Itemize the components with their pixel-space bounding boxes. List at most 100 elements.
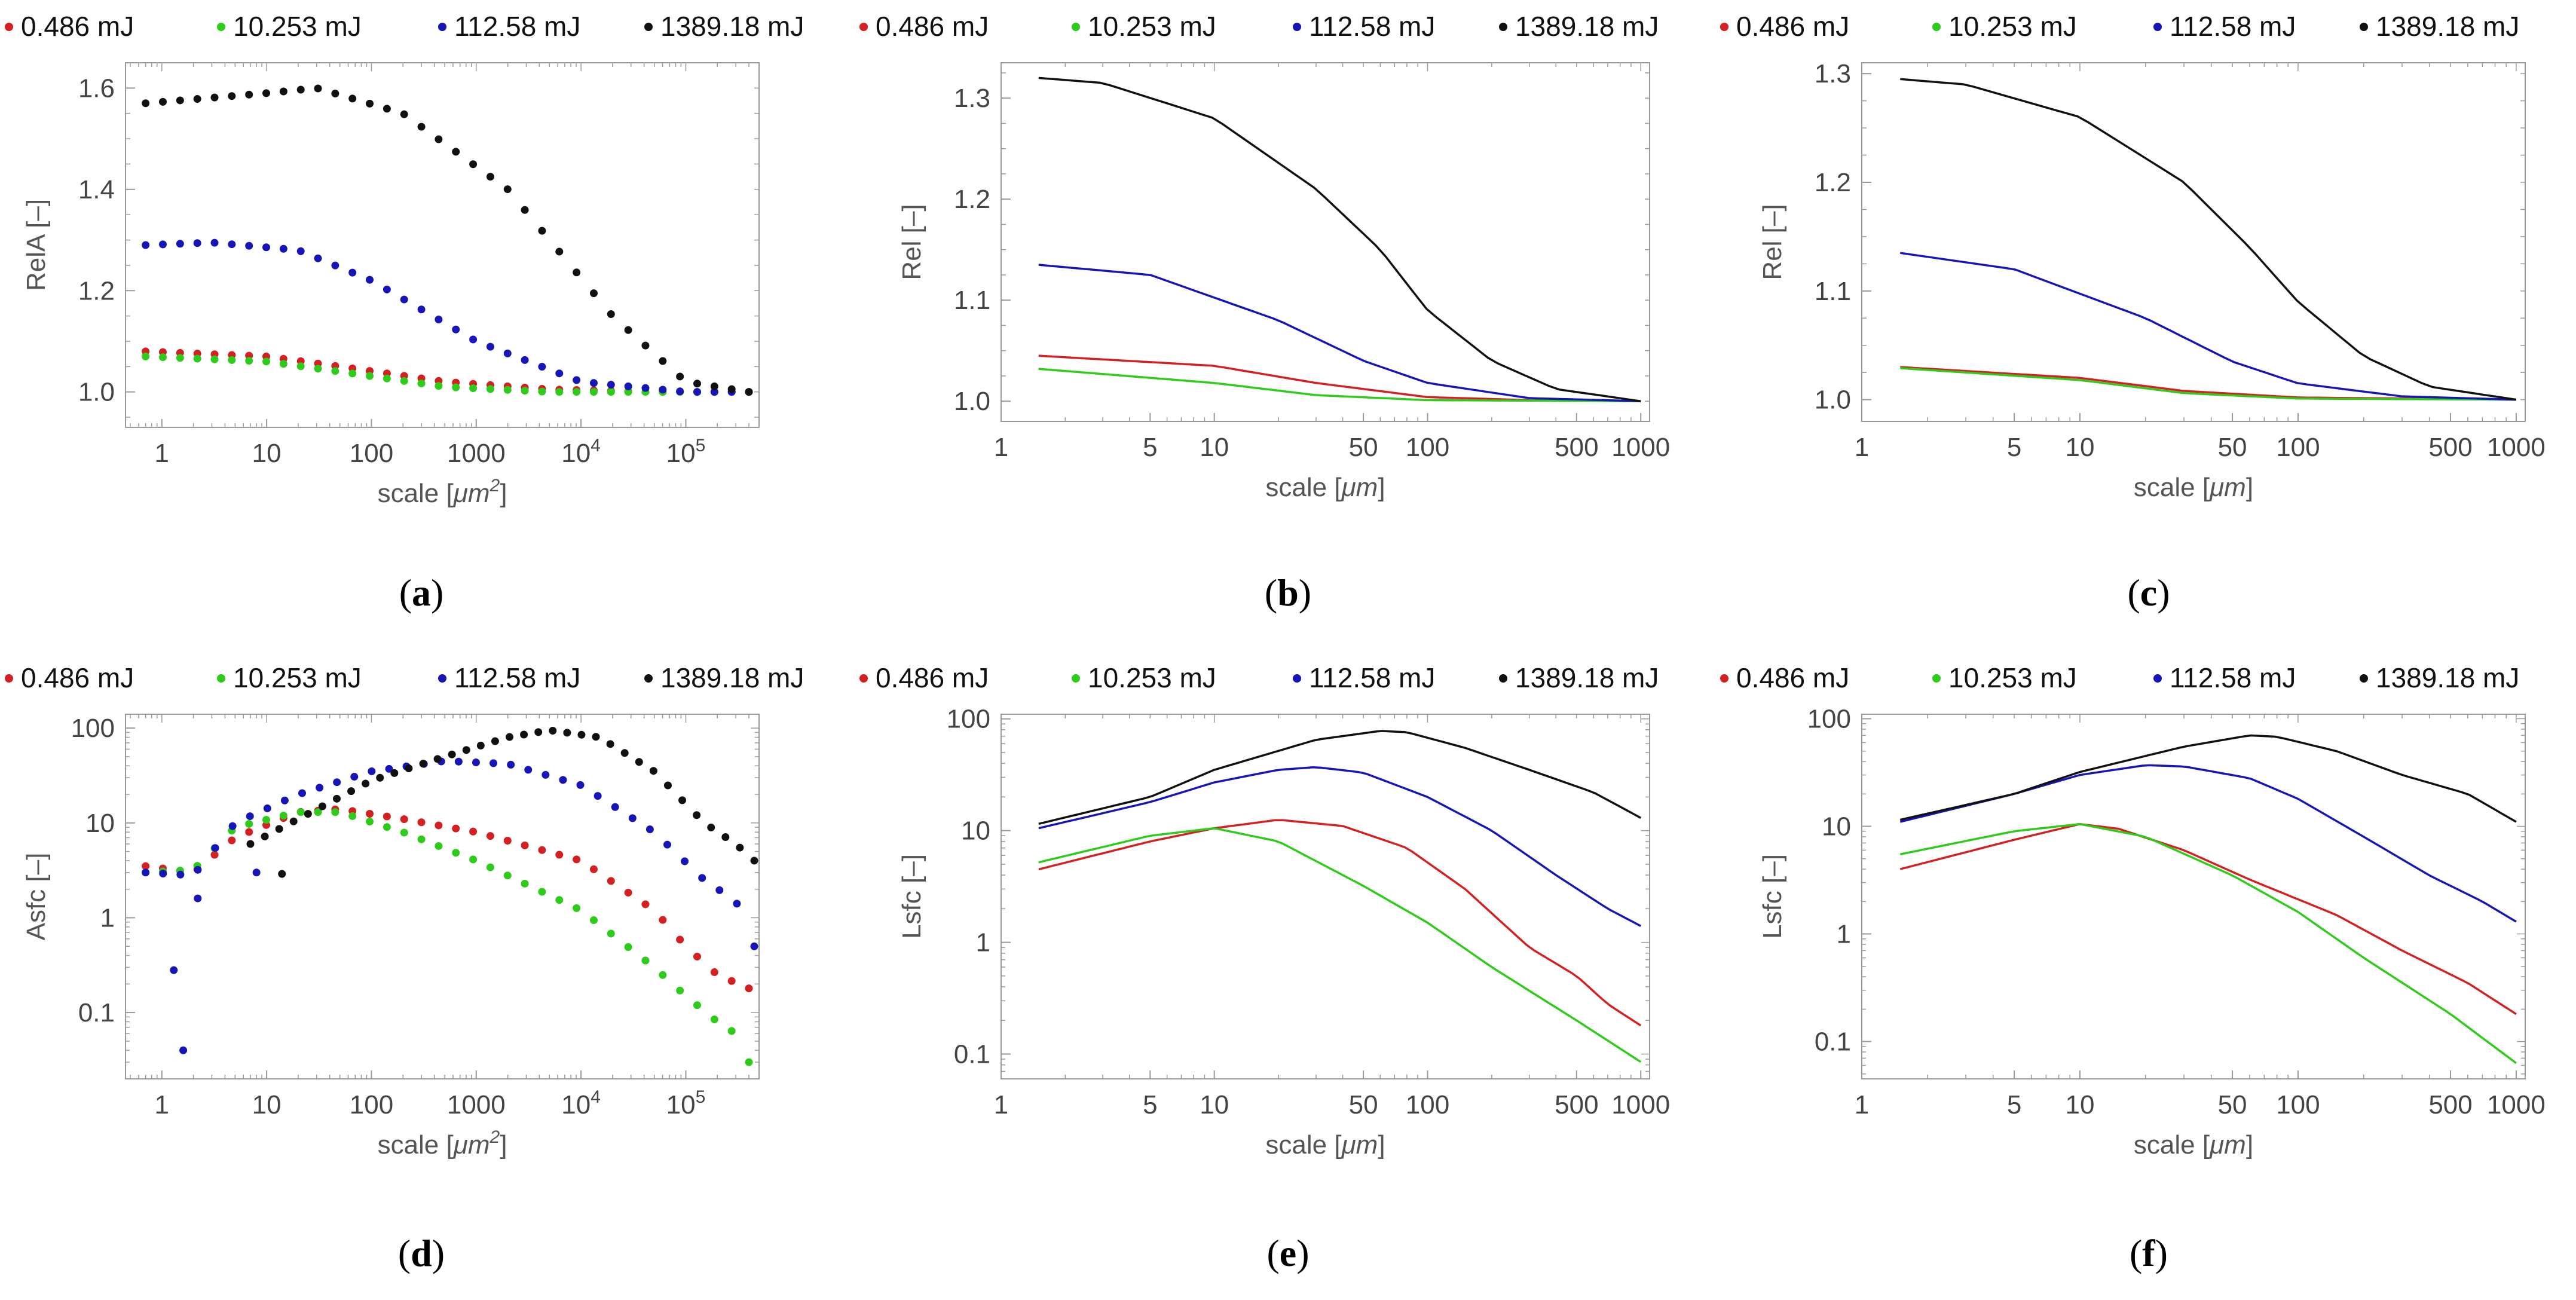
data-point (676, 387, 684, 396)
legend-marker-black (644, 23, 653, 31)
data-point (538, 227, 546, 235)
x-tick-label: 1 (155, 439, 169, 468)
x-tick-label: 100 (2276, 433, 2320, 462)
data-point (693, 388, 701, 396)
data-point (331, 808, 339, 816)
series-line-red (1038, 354, 1641, 402)
data-point (707, 823, 715, 831)
data-point (624, 388, 632, 396)
y-tick-label: 100 (71, 714, 115, 743)
y-tick-label: 10 (1822, 812, 1851, 841)
data-point (368, 767, 376, 775)
data-point (676, 986, 684, 995)
data-point (727, 385, 736, 393)
data-point (710, 382, 718, 390)
legend-label: 10.253 mJ (1088, 662, 1216, 693)
data-point (538, 363, 546, 371)
data-point (400, 815, 408, 824)
legend-marker-red (1720, 674, 1728, 683)
data-point (476, 741, 485, 750)
legend-label: 1389.18 mJ (1515, 662, 1659, 693)
legend-label: 112.58 mJ (454, 11, 580, 42)
series-line-black (1038, 77, 1641, 402)
data-point (589, 916, 598, 925)
legend: 0.486 mJ 10.253 mJ 112.58 mJ 1389.18 mJ (1720, 662, 2519, 693)
legend-label: 0.486 mJ (876, 11, 989, 42)
data-layer (1899, 734, 2517, 1065)
data-point (736, 843, 744, 852)
legend-marker-red (5, 674, 13, 683)
y-tick-label: 1.4 (78, 175, 115, 204)
y-tick-label: 100 (1807, 704, 1851, 733)
chart-panel-c: 0.486 mJ 10.253 mJ 112.58 mJ 1389.18 mJ 1 5 10… (1715, 0, 2576, 508)
data-point (678, 796, 687, 805)
x-tick-label: 5 (2007, 433, 2021, 462)
data-point (641, 956, 650, 965)
chart-panel-f: 0.486 mJ 10.253 mJ 112.58 mJ 1389.18 mJ 1 5 10… (1715, 651, 2576, 1160)
data-point (589, 289, 598, 298)
y-tick-label: 1 (976, 928, 990, 958)
series-line-red (1899, 823, 2517, 1015)
data-point (555, 388, 564, 396)
data-point (745, 388, 753, 396)
data-point (727, 977, 736, 985)
data-point (663, 781, 672, 790)
legend-label: 112.58 mJ (1309, 662, 1435, 693)
data-point (469, 335, 478, 344)
legend-marker-red (859, 23, 868, 31)
series-line-red (1038, 819, 1642, 1027)
data-point (534, 728, 543, 736)
x-tick-label: 100 (2276, 1090, 2320, 1119)
data-point (331, 261, 339, 270)
series-black (142, 84, 753, 396)
x-axis-label: scale [μm] (1265, 1130, 1385, 1160)
data-point (193, 354, 201, 363)
data-point (486, 863, 494, 871)
data-point (521, 206, 529, 214)
data-point (296, 808, 305, 816)
panel-caption: (a) (399, 571, 444, 614)
x-tick-label: 10 (252, 1090, 282, 1119)
data-point (538, 387, 546, 396)
x-tick-label: 1000 (2487, 1090, 2546, 1119)
legend-marker-blue (1293, 23, 1301, 31)
legend: 0.486 mJ 10.253 mJ 112.58 mJ 1389.18 mJ (1720, 11, 2519, 42)
data-point (142, 862, 150, 870)
data-point (607, 310, 615, 318)
data-point (245, 357, 253, 365)
data-point (417, 835, 426, 843)
data-point (573, 904, 581, 912)
data-point (228, 92, 236, 100)
data-point (348, 812, 357, 820)
data-point (507, 760, 515, 769)
data-point (641, 900, 650, 909)
chart-panel-a: 0.486 mJ 10.253 mJ 112.58 mJ 1389.18 mJ 1 10 1… (0, 0, 861, 508)
data-point (745, 1058, 753, 1066)
data-point (710, 968, 718, 977)
chart-svg-c: 0.486 mJ 10.253 mJ 112.58 mJ 1389.18 mJ 1 5 10… (1720, 11, 2546, 502)
data-point (624, 888, 632, 897)
data-point (503, 386, 512, 394)
legend-label: 0.486 mJ (21, 662, 134, 693)
y-tick-label: 1 (100, 903, 115, 932)
x-tick-label: 1000 (2487, 433, 2546, 462)
series-line-blue (1899, 764, 2517, 923)
data-point (593, 792, 602, 800)
data-point (263, 804, 271, 812)
data-point (435, 842, 443, 850)
data-point (318, 802, 326, 810)
data-point (538, 846, 546, 854)
data-point (541, 770, 550, 779)
data-point (298, 789, 307, 797)
plot-frame (1861, 714, 2526, 1079)
data-point (176, 870, 185, 879)
x-tick-label: 100 (1406, 1090, 1449, 1119)
x-axis-label: scale [μm2] (378, 476, 507, 508)
legend-marker-blue (438, 674, 446, 683)
y-axis-label: Rel [–] (1758, 204, 1787, 280)
chart-svg-b: 0.486 mJ 10.253 mJ 112.58 mJ 1389.18 mJ 1 5 10… (859, 11, 1670, 502)
x-tick-label: 10 (1200, 1090, 1229, 1119)
data-point (503, 185, 512, 194)
data-point (521, 356, 529, 364)
y-tick-label: 10 (85, 809, 115, 838)
